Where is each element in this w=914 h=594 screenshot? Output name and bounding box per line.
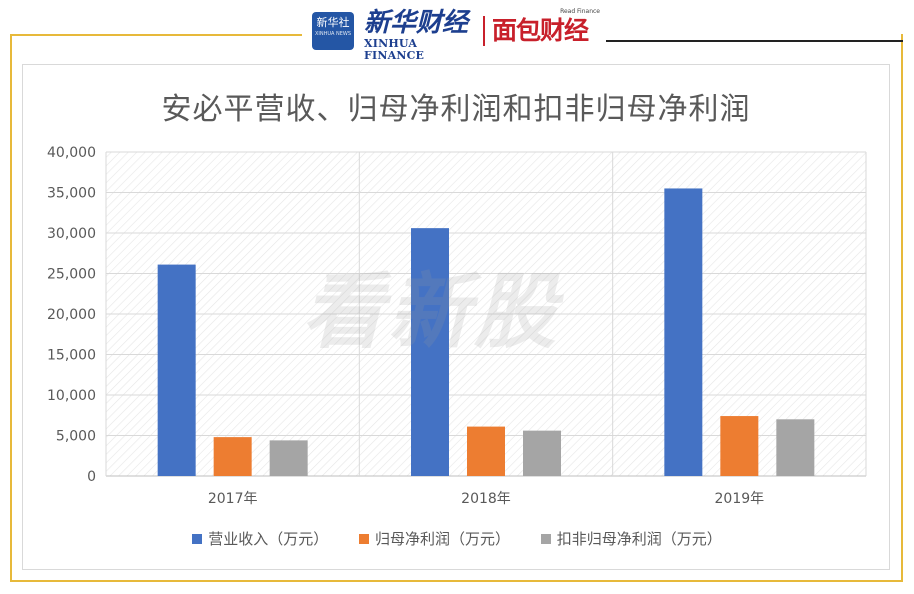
- y-tick-label: 40,000: [47, 145, 96, 161]
- xinhua-news-logo: 新华社 XINHUA NEWS: [312, 12, 354, 50]
- y-tick-label: 35,000: [47, 186, 96, 202]
- xinhua-news-logo-en: XINHUA NEWS: [314, 31, 352, 37]
- y-tick-label: 30,000: [47, 226, 96, 242]
- legend: 营业收入（万元） 归母净利润（万元） 扣非归母净利润（万元）: [0, 528, 914, 549]
- legend-swatch-net-profit: [358, 534, 369, 544]
- xinhua-finance-logo: 新华财经 XINHUA FINANCE: [364, 8, 474, 62]
- legend-item-deducted-net-profit: 扣非归母净利润（万元）: [540, 528, 722, 549]
- legend-item-net-profit: 归母净利润（万元）: [358, 528, 510, 549]
- y-tick-label: 0: [87, 469, 96, 485]
- header-logos: 新华社 XINHUA NEWS 新华财经 XINHUA FINANCE Read…: [302, 6, 606, 62]
- xinhua-finance-logo-en: XINHUA FINANCE: [364, 37, 425, 62]
- bar-series-2-2: [467, 426, 505, 476]
- frame-top-line-left: [10, 34, 302, 36]
- y-tick-label: 15,000: [47, 348, 96, 364]
- xinhua-finance-logo-cn: 新华财经: [364, 8, 469, 38]
- x-tick-label: 2017年: [208, 491, 258, 507]
- watermark: 看新股: [302, 265, 560, 360]
- legend-label-revenue: 营业收入（万元）: [208, 530, 329, 548]
- y-tick-label: 10,000: [47, 388, 96, 404]
- bar-series-3-1: [269, 440, 308, 476]
- y-tick-label: 20,000: [47, 307, 96, 323]
- bar-series-1-3: [664, 188, 703, 476]
- logo-divider: [483, 16, 485, 46]
- legend-label-net-profit: 归母净利润（万元）: [374, 530, 510, 548]
- bar-series-2-3: [720, 416, 759, 476]
- read-finance-logo-en: Read Finance: [560, 8, 600, 15]
- x-tick-label: 2019年: [715, 491, 765, 507]
- xinhua-news-logo-cn: 新华社: [316, 16, 350, 29]
- y-tick-label: 25,000: [47, 267, 96, 283]
- bar-series-2-1: [213, 437, 252, 476]
- bar-series-1-2: [411, 228, 449, 476]
- legend-swatch-revenue: [192, 534, 203, 544]
- frame-top-line-right: [606, 40, 903, 42]
- read-finance-logo-cn: 面包财经: [492, 16, 589, 45]
- bar-series-3-3: [776, 419, 815, 476]
- legend-item-revenue: 营业收入（万元）: [192, 528, 328, 549]
- legend-swatch-deducted-net-profit: [540, 534, 551, 544]
- bar-series-1-1: [157, 264, 196, 476]
- y-tick-label: 5,000: [56, 429, 96, 445]
- outer-frame: [10, 34, 903, 582]
- bar-series-3-2: [523, 430, 561, 476]
- read-finance-logo: Read Finance 面包财经: [492, 8, 604, 52]
- chart-title: 安必平营收、归母净利润和扣非归母净利润: [161, 92, 751, 127]
- legend-label-deducted-net-profit: 扣非归母净利润（万元）: [556, 530, 722, 548]
- x-tick-label: 2018年: [461, 491, 511, 507]
